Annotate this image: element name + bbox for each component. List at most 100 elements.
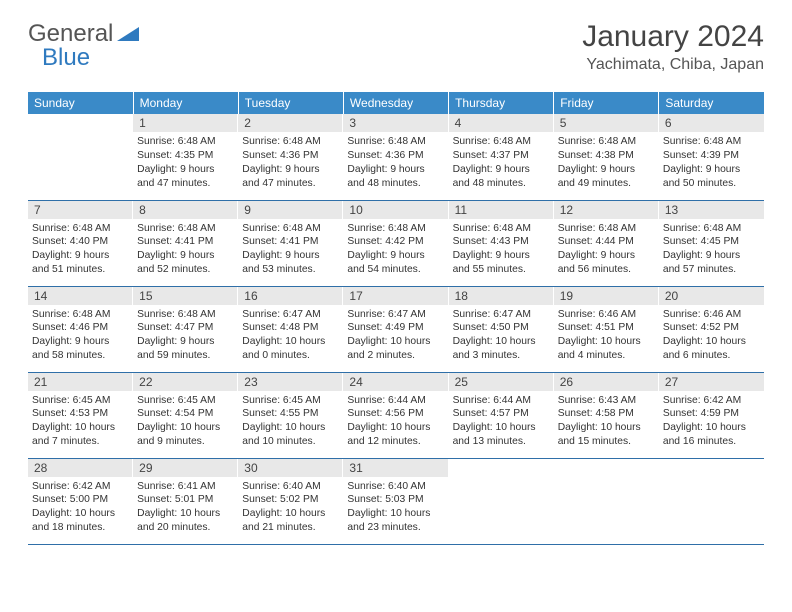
day-number-empty bbox=[449, 459, 554, 477]
calendar-day-cell: 28Sunrise: 6:42 AMSunset: 5:00 PMDayligh… bbox=[28, 458, 133, 544]
calendar-day-cell: 20Sunrise: 6:46 AMSunset: 4:52 PMDayligh… bbox=[659, 286, 764, 372]
calendar-day-cell: 18Sunrise: 6:47 AMSunset: 4:50 PMDayligh… bbox=[449, 286, 554, 372]
day-details: Sunrise: 6:45 AMSunset: 4:55 PMDaylight:… bbox=[238, 391, 343, 454]
day-details: Sunrise: 6:46 AMSunset: 4:52 PMDaylight:… bbox=[659, 305, 764, 368]
logo-text-blue-wrap: Blue bbox=[42, 44, 90, 72]
calendar-day-cell: 15Sunrise: 6:48 AMSunset: 4:47 PMDayligh… bbox=[133, 286, 238, 372]
calendar-week-row: 7Sunrise: 6:48 AMSunset: 4:40 PMDaylight… bbox=[28, 200, 764, 286]
day-number: 11 bbox=[449, 201, 554, 219]
calendar-day-cell: 6Sunrise: 6:48 AMSunset: 4:39 PMDaylight… bbox=[659, 114, 764, 200]
day-number: 3 bbox=[343, 114, 448, 132]
day-details: Sunrise: 6:47 AMSunset: 4:48 PMDaylight:… bbox=[238, 305, 343, 368]
day-details: Sunrise: 6:45 AMSunset: 4:53 PMDaylight:… bbox=[28, 391, 133, 454]
day-details: Sunrise: 6:48 AMSunset: 4:45 PMDaylight:… bbox=[659, 219, 764, 282]
calendar-day-cell: 21Sunrise: 6:45 AMSunset: 4:53 PMDayligh… bbox=[28, 372, 133, 458]
calendar-day-cell: 23Sunrise: 6:45 AMSunset: 4:55 PMDayligh… bbox=[238, 372, 343, 458]
day-number: 7 bbox=[28, 201, 133, 219]
day-number: 14 bbox=[28, 287, 133, 305]
day-number: 31 bbox=[343, 459, 448, 477]
day-details: Sunrise: 6:44 AMSunset: 4:57 PMDaylight:… bbox=[449, 391, 554, 454]
calendar-day-cell bbox=[28, 114, 133, 200]
calendar-week-row: 28Sunrise: 6:42 AMSunset: 5:00 PMDayligh… bbox=[28, 458, 764, 544]
day-number: 30 bbox=[238, 459, 343, 477]
calendar-day-cell: 9Sunrise: 6:48 AMSunset: 4:41 PMDaylight… bbox=[238, 200, 343, 286]
calendar-body: 1Sunrise: 6:48 AMSunset: 4:35 PMDaylight… bbox=[28, 114, 764, 544]
day-details: Sunrise: 6:48 AMSunset: 4:40 PMDaylight:… bbox=[28, 219, 133, 282]
weekday-header: Monday bbox=[133, 92, 238, 114]
weekday-header: Sunday bbox=[28, 92, 133, 114]
calendar-week-row: 1Sunrise: 6:48 AMSunset: 4:35 PMDaylight… bbox=[28, 114, 764, 200]
day-details: Sunrise: 6:48 AMSunset: 4:37 PMDaylight:… bbox=[449, 132, 554, 195]
calendar-day-cell bbox=[659, 458, 764, 544]
day-number: 19 bbox=[554, 287, 659, 305]
day-number: 5 bbox=[554, 114, 659, 132]
calendar-day-cell: 5Sunrise: 6:48 AMSunset: 4:38 PMDaylight… bbox=[554, 114, 659, 200]
month-title: January 2024 bbox=[582, 20, 764, 54]
day-details: Sunrise: 6:42 AMSunset: 5:00 PMDaylight:… bbox=[28, 477, 133, 540]
weekday-header: Thursday bbox=[449, 92, 554, 114]
calendar-day-cell bbox=[554, 458, 659, 544]
calendar-day-cell bbox=[449, 458, 554, 544]
day-details: Sunrise: 6:40 AMSunset: 5:03 PMDaylight:… bbox=[343, 477, 448, 540]
day-number: 26 bbox=[554, 373, 659, 391]
calendar-day-cell: 25Sunrise: 6:44 AMSunset: 4:57 PMDayligh… bbox=[449, 372, 554, 458]
calendar-day-cell: 31Sunrise: 6:40 AMSunset: 5:03 PMDayligh… bbox=[343, 458, 448, 544]
calendar-day-cell: 10Sunrise: 6:48 AMSunset: 4:42 PMDayligh… bbox=[343, 200, 448, 286]
calendar-day-cell: 12Sunrise: 6:48 AMSunset: 4:44 PMDayligh… bbox=[554, 200, 659, 286]
day-details: Sunrise: 6:48 AMSunset: 4:39 PMDaylight:… bbox=[659, 132, 764, 195]
calendar-day-cell: 11Sunrise: 6:48 AMSunset: 4:43 PMDayligh… bbox=[449, 200, 554, 286]
calendar-day-cell: 26Sunrise: 6:43 AMSunset: 4:58 PMDayligh… bbox=[554, 372, 659, 458]
calendar-day-cell: 16Sunrise: 6:47 AMSunset: 4:48 PMDayligh… bbox=[238, 286, 343, 372]
day-number: 16 bbox=[238, 287, 343, 305]
day-details: Sunrise: 6:48 AMSunset: 4:36 PMDaylight:… bbox=[238, 132, 343, 195]
calendar-day-cell: 8Sunrise: 6:48 AMSunset: 4:41 PMDaylight… bbox=[133, 200, 238, 286]
day-number: 17 bbox=[343, 287, 448, 305]
calendar-day-cell: 1Sunrise: 6:48 AMSunset: 4:35 PMDaylight… bbox=[133, 114, 238, 200]
day-details: Sunrise: 6:48 AMSunset: 4:41 PMDaylight:… bbox=[133, 219, 238, 282]
weekday-header: Wednesday bbox=[343, 92, 448, 114]
day-number: 23 bbox=[238, 373, 343, 391]
day-details: Sunrise: 6:47 AMSunset: 4:50 PMDaylight:… bbox=[449, 305, 554, 368]
day-details: Sunrise: 6:48 AMSunset: 4:46 PMDaylight:… bbox=[28, 305, 133, 368]
day-details: Sunrise: 6:42 AMSunset: 4:59 PMDaylight:… bbox=[659, 391, 764, 454]
day-details: Sunrise: 6:45 AMSunset: 4:54 PMDaylight:… bbox=[133, 391, 238, 454]
day-number: 18 bbox=[449, 287, 554, 305]
day-number-empty bbox=[659, 459, 764, 477]
day-number: 4 bbox=[449, 114, 554, 132]
calendar-day-cell: 13Sunrise: 6:48 AMSunset: 4:45 PMDayligh… bbox=[659, 200, 764, 286]
day-number: 13 bbox=[659, 201, 764, 219]
location: Yachimata, Chiba, Japan bbox=[582, 56, 764, 74]
calendar-table: SundayMondayTuesdayWednesdayThursdayFrid… bbox=[28, 92, 764, 545]
day-details: Sunrise: 6:48 AMSunset: 4:41 PMDaylight:… bbox=[238, 219, 343, 282]
day-number: 9 bbox=[238, 201, 343, 219]
calendar-day-cell: 19Sunrise: 6:46 AMSunset: 4:51 PMDayligh… bbox=[554, 286, 659, 372]
day-details: Sunrise: 6:48 AMSunset: 4:42 PMDaylight:… bbox=[343, 219, 448, 282]
calendar-day-cell: 3Sunrise: 6:48 AMSunset: 4:36 PMDaylight… bbox=[343, 114, 448, 200]
day-number: 24 bbox=[343, 373, 448, 391]
day-details: Sunrise: 6:41 AMSunset: 5:01 PMDaylight:… bbox=[133, 477, 238, 540]
day-number: 12 bbox=[554, 201, 659, 219]
weekday-header: Saturday bbox=[659, 92, 764, 114]
day-number: 27 bbox=[659, 373, 764, 391]
day-details: Sunrise: 6:48 AMSunset: 4:36 PMDaylight:… bbox=[343, 132, 448, 195]
day-number: 10 bbox=[343, 201, 448, 219]
day-number: 29 bbox=[133, 459, 238, 477]
day-number-empty bbox=[554, 459, 659, 477]
day-details: Sunrise: 6:44 AMSunset: 4:56 PMDaylight:… bbox=[343, 391, 448, 454]
calendar-day-cell: 17Sunrise: 6:47 AMSunset: 4:49 PMDayligh… bbox=[343, 286, 448, 372]
title-block: January 2024 Yachimata, Chiba, Japan bbox=[582, 20, 764, 74]
day-details: Sunrise: 6:48 AMSunset: 4:44 PMDaylight:… bbox=[554, 219, 659, 282]
day-number: 15 bbox=[133, 287, 238, 305]
day-details: Sunrise: 6:48 AMSunset: 4:38 PMDaylight:… bbox=[554, 132, 659, 195]
weekday-header: Friday bbox=[554, 92, 659, 114]
day-details: Sunrise: 6:40 AMSunset: 5:02 PMDaylight:… bbox=[238, 477, 343, 540]
header: General January 2024 Yachimata, Chiba, J… bbox=[28, 20, 764, 74]
day-number: 20 bbox=[659, 287, 764, 305]
day-details: Sunrise: 6:47 AMSunset: 4:49 PMDaylight:… bbox=[343, 305, 448, 368]
day-number: 22 bbox=[133, 373, 238, 391]
day-number: 21 bbox=[28, 373, 133, 391]
weekday-header: Tuesday bbox=[238, 92, 343, 114]
calendar-day-cell: 22Sunrise: 6:45 AMSunset: 4:54 PMDayligh… bbox=[133, 372, 238, 458]
calendar-week-row: 21Sunrise: 6:45 AMSunset: 4:53 PMDayligh… bbox=[28, 372, 764, 458]
calendar-day-cell: 30Sunrise: 6:40 AMSunset: 5:02 PMDayligh… bbox=[238, 458, 343, 544]
